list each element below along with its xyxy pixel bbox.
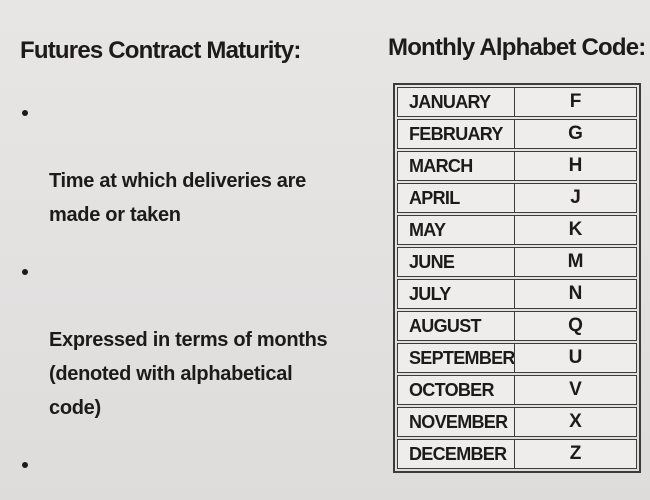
month-cell: DECEMBER — [398, 440, 515, 468]
code-cell: Z — [569, 443, 582, 464]
left-panel-title: Futures Contract Maturity: — [20, 37, 301, 64]
month-cell: NOVEMBER — [398, 408, 515, 436]
bullet-text: Time at which deliveries are made or tak… — [49, 170, 306, 226]
month-cell: SEPTEMBER — [398, 344, 515, 372]
code-cell: M — [567, 251, 584, 272]
table-row: NOVEMBER X — [397, 407, 637, 437]
table-row: OCTOBER V — [397, 375, 637, 405]
code-cell: H — [568, 155, 583, 176]
month-cell: MAY — [398, 216, 515, 244]
bullet-item: Quarterly Expiration can exist — [20, 448, 350, 500]
code-cell: J — [570, 187, 581, 208]
month-cell: AUGUST — [398, 312, 515, 340]
code-cell: G — [568, 123, 583, 144]
bullet-item: Time at which deliveries are made or tak… — [20, 96, 350, 232]
month-cell: APRIL — [398, 184, 515, 212]
table-row: APRIL J — [397, 183, 637, 213]
code-cell: U — [568, 347, 583, 368]
month-cell: FEBRUARY — [398, 120, 515, 148]
bullet-text: Expressed in terms of months (denoted wi… — [49, 329, 328, 419]
table-row: JUNE M — [397, 247, 637, 277]
table-row: SEPTEMBER U — [397, 343, 637, 373]
code-cell: F — [569, 91, 582, 112]
table-row: AUGUST Q — [397, 311, 637, 341]
table-row: MARCH H — [397, 151, 637, 181]
bullet-dot-icon — [22, 110, 28, 116]
code-cell: Q — [568, 315, 583, 336]
month-cell: OCTOBER — [398, 376, 515, 404]
code-cell: X — [569, 411, 582, 432]
month-cell: MARCH — [398, 152, 515, 180]
right-panel-title: Monthly Alphabet Code: — [388, 34, 646, 61]
month-cell: JANUARY — [398, 88, 515, 116]
alphabet-code-table: JANUARY F FEBRUARY G MARCH H APRIL J MAY… — [393, 83, 641, 473]
month-cell: JUNE — [398, 248, 515, 276]
table-row: MAY K — [397, 215, 637, 245]
table-row: JULY N — [397, 279, 637, 309]
month-cell: JULY — [398, 280, 515, 308]
code-cell: V — [569, 379, 582, 400]
table-row: JANUARY F — [397, 87, 637, 117]
bullet-dot-icon — [22, 462, 28, 468]
table-row: DECEMBER Z — [397, 439, 637, 469]
code-cell: K — [568, 219, 583, 240]
code-cell: N — [568, 283, 583, 304]
bullet-list: Time at which deliveries are made or tak… — [20, 96, 350, 500]
table-row: FEBRUARY G — [397, 119, 637, 149]
bullet-dot-icon — [22, 269, 28, 275]
bullet-item: Expressed in terms of months (denoted wi… — [20, 255, 350, 425]
